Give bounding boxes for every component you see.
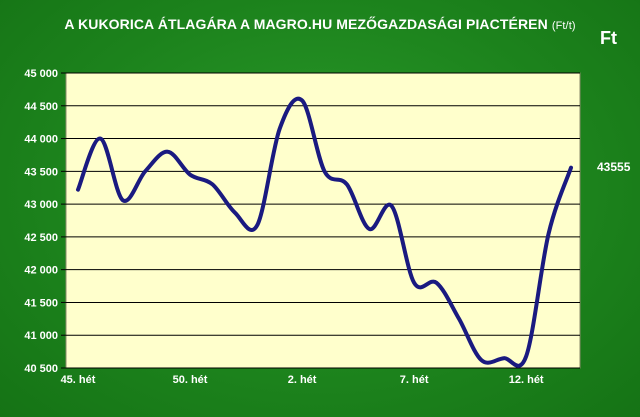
x-tick-label: 45. hét xyxy=(61,374,96,386)
chart-title-text: A KUKORICA ÁTLAGÁRA A MAGRO.HU MEZŐGAZDA… xyxy=(64,16,548,32)
x-tick-label: 50. hét xyxy=(173,374,208,386)
chart-title: A KUKORICA ÁTLAGÁRA A MAGRO.HU MEZŐGAZDA… xyxy=(0,16,640,32)
y-tick-label: 44 000 xyxy=(24,134,58,146)
y-tick-label: 42 000 xyxy=(24,265,58,277)
plot-area xyxy=(65,72,581,369)
x-tick-label: 12. hét xyxy=(509,374,544,386)
y-tick-label: 41 500 xyxy=(24,297,58,309)
y-tick-label: 43 000 xyxy=(24,199,58,211)
y-tick-label: 42 500 xyxy=(24,232,58,244)
last-value-label: 43555 xyxy=(597,160,631,174)
x-tick-label: 2. hét xyxy=(288,374,317,386)
y-tick-label: 43 500 xyxy=(24,166,58,178)
price-series-line xyxy=(76,96,573,368)
y-tick-label: 41 000 xyxy=(24,330,58,342)
x-tick-label: 7. hét xyxy=(400,374,429,386)
currency-label: Ft xyxy=(600,28,617,48)
chart-title-unit: (Ft/t) xyxy=(551,20,576,32)
y-tick-label: 40 500 xyxy=(24,363,58,375)
y-tick-label: 44 500 xyxy=(24,101,58,113)
y-tick-label: 45 000 xyxy=(24,68,58,80)
